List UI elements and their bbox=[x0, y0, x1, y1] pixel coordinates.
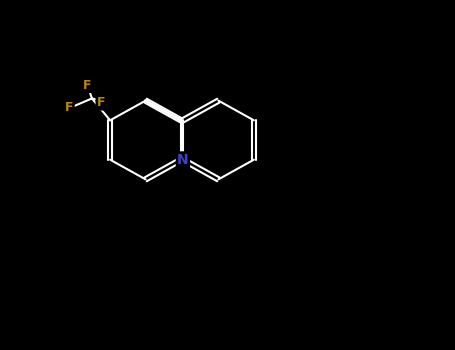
Text: F: F bbox=[83, 79, 91, 92]
Text: F: F bbox=[65, 101, 73, 114]
Text: N: N bbox=[177, 153, 189, 167]
Text: F: F bbox=[97, 96, 105, 109]
